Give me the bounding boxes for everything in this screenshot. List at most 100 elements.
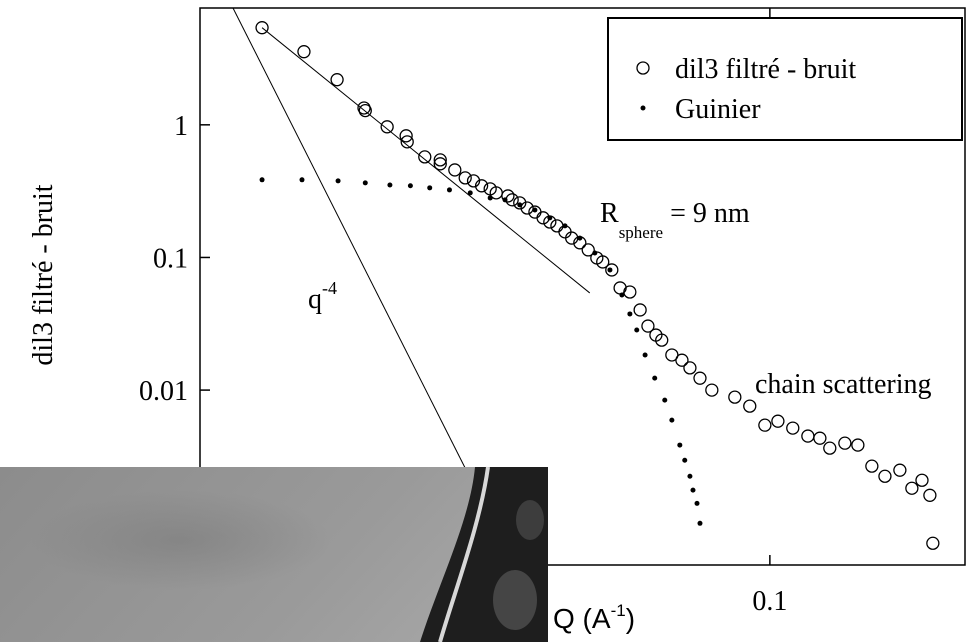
micrograph-texture	[493, 570, 537, 630]
y-axis-label: dil3 filtré - bruit	[28, 184, 59, 365]
reference-line	[232, 7, 466, 469]
data-point	[675, 353, 689, 367]
x-axis-label: Q (A-1)	[553, 601, 635, 634]
y-tick-label: 1	[174, 111, 188, 142]
data-point	[694, 500, 700, 506]
data-point	[387, 182, 393, 188]
data-point	[687, 473, 693, 479]
data-point	[662, 397, 668, 403]
data-point	[683, 361, 697, 375]
annotation: chain scattering	[755, 369, 931, 400]
data-point	[728, 390, 742, 404]
data-point	[652, 375, 658, 381]
micrograph-inset	[0, 466, 548, 642]
data-point	[926, 536, 940, 550]
data-point	[536, 211, 550, 225]
legend-box	[607, 17, 963, 141]
data-point	[838, 436, 852, 450]
data-point	[517, 202, 523, 208]
data-point	[577, 235, 583, 241]
data-point	[690, 487, 696, 493]
plot-frame	[199, 7, 966, 566]
data-point	[358, 103, 372, 118]
data-point	[623, 285, 637, 299]
data-point	[634, 327, 640, 333]
annotation: Rsphere = 9 nm	[600, 198, 750, 242]
data-point	[458, 171, 472, 185]
reference-line	[261, 27, 591, 294]
y-tick-label: 0.01	[139, 376, 188, 407]
data-point	[677, 442, 683, 448]
data-point	[501, 189, 515, 203]
micrograph-rim	[438, 466, 490, 642]
data-point	[801, 429, 815, 443]
legend: dil3 filtré - bruit Guinier	[607, 17, 963, 141]
data-point	[259, 177, 265, 183]
plot-area: 0.01 0.1 1 0.1	[139, 7, 940, 617]
data-point	[813, 431, 827, 445]
data-point	[682, 457, 688, 463]
data-point	[697, 520, 703, 526]
micrograph-texture	[516, 500, 544, 540]
data-point	[823, 441, 837, 455]
data-point	[905, 481, 919, 495]
data-point	[330, 73, 344, 87]
legend-marker	[636, 61, 650, 75]
legend-label: dil3 filtré - bruit	[675, 54, 856, 85]
data-point	[596, 255, 610, 269]
data-point	[399, 129, 413, 143]
data-point	[923, 488, 937, 502]
data-point	[466, 174, 481, 188]
data-point	[550, 219, 564, 233]
micrograph-texture	[30, 490, 330, 590]
data-point	[605, 263, 619, 277]
data-point	[865, 459, 879, 473]
data-point	[427, 185, 433, 191]
data-point	[705, 383, 719, 397]
data-point	[532, 207, 538, 213]
data-point	[878, 469, 892, 483]
data-point	[433, 153, 447, 167]
data-point	[771, 414, 785, 428]
data-point	[562, 223, 568, 229]
data-point	[380, 120, 394, 134]
data-point	[467, 190, 473, 196]
annotation: q-4	[308, 278, 337, 315]
data-point	[655, 333, 669, 347]
data-point	[619, 292, 625, 298]
data-point	[299, 177, 305, 183]
x-tick-label: 0.1	[752, 586, 787, 617]
data-point	[743, 399, 757, 413]
data-point	[592, 250, 598, 256]
data-point	[446, 187, 452, 193]
data-point	[407, 183, 413, 189]
legend-label: Guinier	[675, 94, 761, 125]
data-point	[851, 438, 865, 452]
data-point	[693, 371, 707, 385]
data-point	[581, 243, 595, 257]
data-point	[255, 21, 269, 35]
data-point	[433, 157, 447, 171]
data-point	[418, 150, 432, 164]
data-point	[607, 267, 613, 273]
data-point	[487, 195, 493, 201]
data-point	[400, 135, 414, 149]
data-point	[893, 463, 907, 477]
data-point	[547, 215, 553, 221]
data-point	[335, 178, 341, 184]
data-point	[362, 180, 368, 186]
data-point	[502, 197, 508, 203]
data-point	[758, 418, 772, 432]
data-point	[633, 303, 647, 317]
legend-marker	[640, 105, 646, 111]
data-point	[520, 201, 534, 215]
data-point	[474, 179, 489, 193]
data-point	[641, 319, 655, 333]
data-point	[627, 311, 633, 317]
data-point	[448, 163, 462, 177]
data-point	[513, 196, 527, 210]
data-point	[297, 45, 311, 59]
data-point	[642, 352, 648, 358]
data-point	[669, 417, 675, 423]
